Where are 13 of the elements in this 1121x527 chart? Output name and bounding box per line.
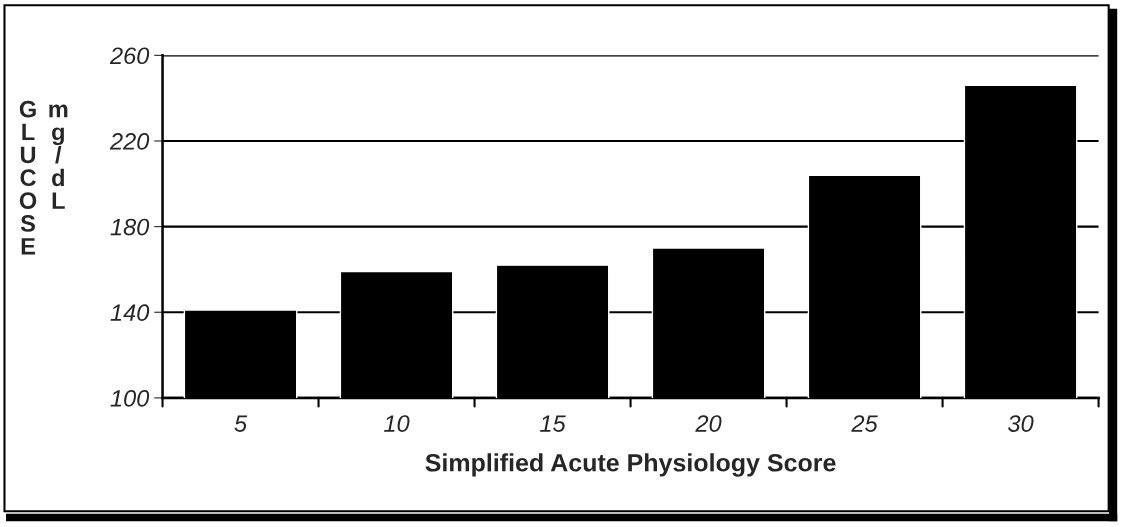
x-tick-label: 20 — [695, 415, 722, 432]
y-tick-label: 180 — [110, 218, 150, 236]
x-tick-label: 10 — [384, 415, 410, 432]
x-axis-title: Simplified Acute Physiology Score — [425, 453, 836, 477]
x-tick-label: 5 — [234, 415, 248, 432]
text: GLUCOSE mg/dL — [19, 100, 68, 255]
y-tick-label: 260 — [109, 47, 150, 65]
x-tick-label: 15 — [540, 415, 566, 432]
x-tick-label: 30 — [1008, 415, 1034, 432]
y-tick-label: 100 — [110, 389, 150, 407]
y-tick-label: 140 — [110, 304, 150, 322]
x-tick-label: 25 — [851, 415, 878, 432]
y-tick-label: 220 — [109, 133, 150, 150]
